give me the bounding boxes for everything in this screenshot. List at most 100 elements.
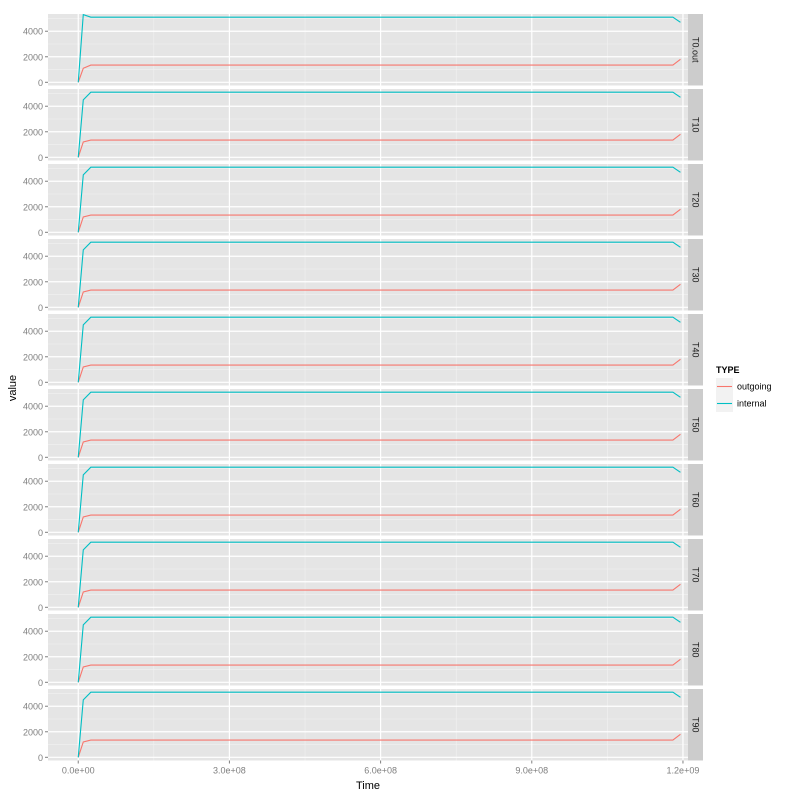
panel-background bbox=[48, 239, 688, 311]
y-tick-label: 2000 bbox=[23, 652, 43, 662]
x-tick-label: 9.0e+08 bbox=[515, 766, 548, 776]
facet-strip bbox=[688, 464, 703, 536]
series-line-internal bbox=[77, 166, 681, 233]
y-tick-label: 4000 bbox=[23, 327, 43, 337]
series-line-outgoing bbox=[77, 208, 681, 233]
legend-title: TYPE bbox=[716, 365, 740, 375]
y-tick-label: 0 bbox=[38, 228, 43, 238]
series-line-internal bbox=[77, 13, 681, 83]
y-tick-label: 0 bbox=[38, 378, 43, 388]
series-line-internal bbox=[77, 466, 681, 533]
y-tick-label: 4000 bbox=[23, 402, 43, 412]
panel-background bbox=[48, 614, 688, 686]
y-tick-label: 4000 bbox=[23, 27, 43, 37]
y-tick-label: 0 bbox=[38, 303, 43, 313]
facet-strip bbox=[688, 539, 703, 611]
legend-label-internal: internal bbox=[737, 399, 767, 409]
series-line-outgoing bbox=[77, 733, 681, 758]
facet-panel-t10: 0 2000 4000 T10 bbox=[23, 89, 703, 163]
facet-panel-t60: 0 2000 4000 T60 bbox=[23, 464, 703, 538]
y-tick-label: 0 bbox=[38, 453, 43, 463]
series-line-outgoing bbox=[77, 58, 681, 83]
y-tick-label: 2000 bbox=[23, 727, 43, 737]
facet-strip bbox=[688, 689, 703, 761]
facet-panel-t70: 0 2000 4000 T70 bbox=[23, 539, 703, 613]
panel-background bbox=[48, 14, 688, 86]
y-tick-label: 0 bbox=[38, 153, 43, 163]
y-tick-label: 2000 bbox=[23, 277, 43, 287]
series-line-outgoing bbox=[77, 133, 681, 158]
panel-background bbox=[48, 314, 688, 386]
y-tick-label: 4000 bbox=[23, 252, 43, 262]
legend-label-outgoing: outgoing bbox=[737, 382, 772, 392]
y-tick-label: 4000 bbox=[23, 102, 43, 112]
series-line-outgoing bbox=[77, 358, 681, 383]
y-tick-label: 4000 bbox=[23, 477, 43, 487]
y-tick-label: 0 bbox=[38, 78, 43, 88]
series-line-outgoing bbox=[77, 433, 681, 458]
series-line-outgoing bbox=[77, 283, 681, 308]
legend: TYPE outgoing internal bbox=[716, 365, 772, 412]
series-line-internal bbox=[77, 616, 681, 683]
y-tick-label: 4000 bbox=[23, 177, 43, 187]
y-tick-label: 2000 bbox=[23, 127, 43, 137]
panel-background bbox=[48, 689, 688, 761]
facet-strip-label: T40 bbox=[691, 342, 701, 358]
panel-background bbox=[48, 164, 688, 236]
facet-strip-label: T30 bbox=[691, 267, 701, 283]
y-tick-label: 2000 bbox=[23, 352, 43, 362]
y-tick-label: 4000 bbox=[23, 552, 43, 562]
panel-background bbox=[48, 539, 688, 611]
x-tick-label: 6.0e+08 bbox=[364, 766, 397, 776]
facet-strip-label: T0.out bbox=[691, 37, 701, 63]
y-tick-label: 2000 bbox=[23, 577, 43, 587]
facet-strip bbox=[688, 389, 703, 461]
y-tick-label: 0 bbox=[38, 603, 43, 613]
facet-strip bbox=[688, 89, 703, 161]
series-line-outgoing bbox=[77, 583, 681, 608]
facet-panel-t90: 0 2000 4000 T90 bbox=[23, 689, 703, 763]
facet-strip bbox=[688, 239, 703, 311]
facet-strip-label: T20 bbox=[691, 192, 701, 208]
facet-strip-label: T60 bbox=[691, 492, 701, 508]
y-tick-label: 2000 bbox=[23, 502, 43, 512]
y-tick-label: 0 bbox=[38, 678, 43, 688]
series-line-internal bbox=[77, 541, 681, 608]
y-tick-label: 2000 bbox=[23, 202, 43, 212]
series-line-outgoing bbox=[77, 658, 681, 683]
facet-panel-t40: 0 2000 4000 T40 bbox=[23, 314, 703, 388]
y-tick-label: 4000 bbox=[23, 627, 43, 637]
panel-background bbox=[48, 389, 688, 461]
facet-panel-t20: 0 2000 4000 T20 bbox=[23, 164, 703, 238]
y-tick-label: 0 bbox=[38, 528, 43, 538]
series-line-internal bbox=[77, 391, 681, 458]
panel-background bbox=[48, 464, 688, 536]
x-tick-label: 1.2e+09 bbox=[667, 766, 700, 776]
facet-panel-t50: 0 2000 4000 T50 bbox=[23, 389, 703, 463]
series-line-internal bbox=[77, 241, 681, 308]
x-tick-label: 0.0e+00 bbox=[62, 766, 95, 776]
facet-strip bbox=[688, 614, 703, 686]
facet-strip bbox=[688, 314, 703, 386]
y-tick-label: 2000 bbox=[23, 52, 43, 62]
facet-panel-t0-out: 0 2000 4000 T0.out bbox=[23, 13, 703, 88]
panel-background bbox=[48, 89, 688, 161]
y-tick-label: 4000 bbox=[23, 702, 43, 712]
y-axis-title: value bbox=[7, 375, 19, 401]
y-tick-label: 2000 bbox=[23, 427, 43, 437]
series-line-internal bbox=[77, 316, 681, 383]
facet-strip bbox=[688, 164, 703, 236]
facet-panel-t80: 0 2000 4000 T80 bbox=[23, 614, 703, 688]
series-line-internal bbox=[77, 691, 681, 758]
facet-strip-label: T50 bbox=[691, 417, 701, 433]
y-tick-label: 0 bbox=[38, 753, 43, 763]
x-axis-title: Time bbox=[356, 780, 380, 792]
facet-strip-label: T70 bbox=[691, 567, 701, 583]
facet-strip-label: T10 bbox=[691, 117, 701, 133]
facet-strip-label: T90 bbox=[691, 717, 701, 733]
series-line-internal bbox=[77, 91, 681, 158]
facet-strip bbox=[688, 14, 703, 86]
x-tick-label: 3.0e+08 bbox=[213, 766, 246, 776]
